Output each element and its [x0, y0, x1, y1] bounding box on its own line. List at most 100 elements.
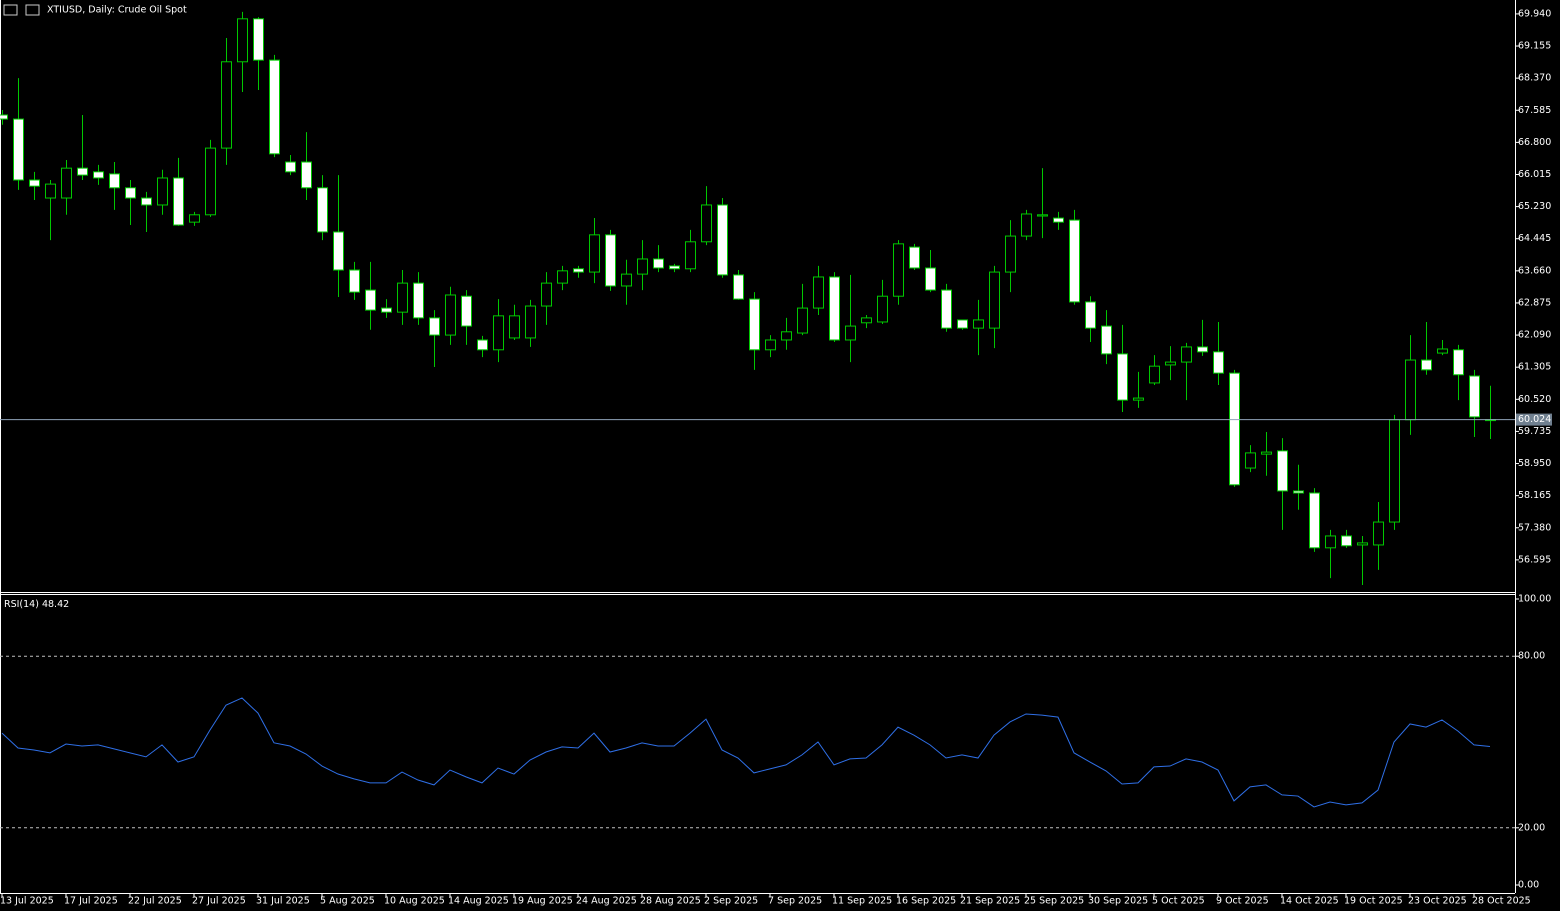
y-tick-label: 80.00	[1518, 651, 1545, 662]
x-tick-label: 28 Oct 2025	[1472, 896, 1531, 907]
candle-body	[1373, 521, 1384, 546]
x-tick-label: 9 Oct 2025	[1216, 896, 1269, 907]
candle-body	[381, 307, 392, 313]
candle-body	[173, 177, 184, 226]
candle-body	[253, 18, 264, 61]
candle-body	[269, 59, 280, 155]
candle-body	[1021, 213, 1032, 237]
x-tick-label: 22 Jul 2025	[128, 896, 182, 907]
candle-body	[13, 118, 24, 181]
rsi-line	[1, 697, 1491, 808]
x-tick-label: 14 Aug 2025	[448, 896, 509, 907]
x-tick-label: 13 Jul 2025	[0, 896, 54, 907]
candle-body	[861, 317, 872, 324]
y-tick-label: 69.940	[1518, 8, 1551, 19]
candle-body	[1469, 375, 1480, 418]
candle-body	[941, 289, 952, 329]
candle-body	[1069, 219, 1080, 303]
candle-body	[717, 204, 728, 276]
x-tick-label: 24 Aug 2025	[576, 896, 637, 907]
x-tick-label: 14 Oct 2025	[1280, 896, 1339, 907]
candle-body	[317, 187, 328, 233]
x-tick-label: 7 Sep 2025	[768, 896, 822, 907]
candle-body	[493, 315, 504, 351]
candle-body	[1421, 359, 1432, 371]
x-tick-label: 19 Oct 2025	[1344, 896, 1403, 907]
current-price-label: 60.024	[1518, 414, 1551, 425]
candle-body	[925, 267, 936, 291]
y-tick-label: 62.875	[1518, 297, 1551, 308]
y-tick-label: 20.00	[1518, 822, 1545, 833]
candle-body	[909, 246, 920, 269]
candle-body	[701, 204, 712, 243]
candle-body	[141, 197, 152, 206]
x-tick-label: 19 Aug 2025	[512, 896, 573, 907]
current-price-box	[1516, 413, 1552, 426]
candle-body	[509, 315, 520, 339]
candle-body	[1261, 451, 1272, 455]
candle-body	[845, 325, 856, 341]
candle-body	[45, 183, 56, 199]
y-tick-label: 60.520	[1518, 394, 1551, 405]
candle-body	[365, 289, 376, 311]
candle-body	[1005, 235, 1016, 273]
y-tick-label: 56.595	[1518, 554, 1551, 565]
candle-body	[797, 307, 808, 334]
icon	[3, 4, 18, 16]
candle-body	[733, 274, 744, 300]
candle-body	[1437, 348, 1448, 354]
x-tick-label: 25 Sep 2025	[1024, 896, 1084, 907]
x-tick-label: 27 Jul 2025	[192, 896, 246, 907]
x-tick-label: 23 Oct 2025	[1408, 896, 1467, 907]
candle-body	[989, 271, 1000, 329]
y-tick-label: 61.305	[1518, 362, 1551, 373]
y-tick-label: 64.445	[1518, 233, 1551, 244]
candle-body	[669, 265, 680, 270]
candle-body	[1149, 365, 1160, 384]
y-tick-label: 69.155	[1518, 41, 1551, 52]
candle-body	[285, 161, 296, 173]
candle-body	[781, 331, 792, 341]
candle-body	[1293, 490, 1304, 494]
candle-body	[125, 187, 136, 199]
x-tick-label: 5 Oct 2025	[1152, 896, 1205, 907]
x-tick-label: 31 Jul 2025	[256, 896, 310, 907]
candle-body	[461, 295, 472, 327]
candle-body	[333, 231, 344, 271]
y-tick-label: 66.800	[1518, 137, 1551, 148]
candle-body	[685, 241, 696, 270]
candle-body	[1245, 452, 1256, 469]
candle-body	[1197, 346, 1208, 353]
candle-body	[1277, 450, 1288, 492]
candle-body	[893, 243, 904, 297]
candle-body	[413, 282, 424, 319]
candle-body	[573, 268, 584, 273]
y-tick-label: 65.230	[1518, 201, 1551, 212]
candle-body	[1117, 353, 1128, 401]
candle-body	[1309, 492, 1320, 549]
candle-body	[189, 214, 200, 223]
x-tick-label: 28 Aug 2025	[640, 896, 701, 907]
candle-body	[829, 276, 840, 341]
candle-body	[0, 114, 8, 120]
candle-body	[1213, 351, 1224, 374]
icon	[25, 4, 40, 16]
candle-body	[77, 167, 88, 176]
candle-body	[157, 177, 168, 206]
candle-body	[477, 339, 488, 351]
y-tick-label: 63.660	[1518, 265, 1551, 276]
x-tick-label: 17 Jul 2025	[64, 896, 118, 907]
indicator-value: 48.42	[42, 599, 69, 610]
y-tick-label: 62.090	[1518, 330, 1551, 341]
candle-body	[1325, 535, 1336, 549]
candle-body	[1085, 301, 1096, 329]
x-tick-label: 11 Sep 2025	[832, 896, 892, 907]
candle-body	[1229, 372, 1240, 486]
candle-body	[397, 282, 408, 313]
candle-body	[589, 234, 600, 273]
x-tick-label: 2 Sep 2025	[704, 896, 758, 907]
candle-body	[1165, 361, 1176, 366]
candle-body	[1101, 325, 1112, 355]
